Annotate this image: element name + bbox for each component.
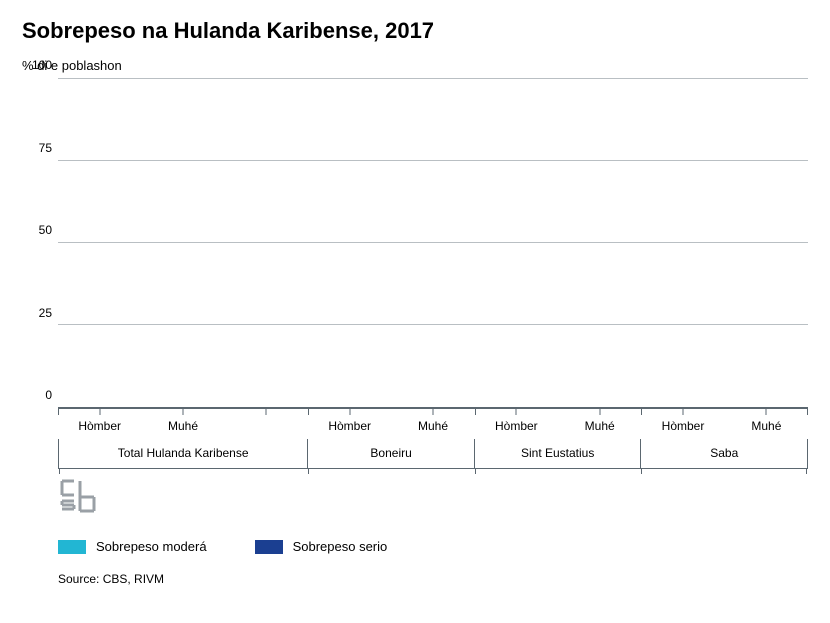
x-tick: Hòmber [641,409,724,439]
x-tick: Muhé [558,409,641,439]
group-label: Boneiru [307,439,474,468]
x-tick: Muhé [141,409,224,439]
group-label: Saba [640,439,808,468]
x-tick: Muhé [391,409,474,439]
legend-swatch [58,540,86,554]
x-tick: Hòmber [58,409,141,439]
legend-item: Sobrepeso moderá [58,539,207,554]
gridline [58,160,808,161]
y-tick-label: 0 [45,388,52,402]
bar-group [58,79,308,407]
x-tick-group: HòmberMuhé [308,409,475,439]
group-label: Total Hulanda Karibense [58,439,307,468]
group-label: Sint Eustatius [474,439,641,468]
legend-label: Sobrepeso moderá [96,539,207,554]
y-axis: 0255075100 [22,79,58,409]
x-tick-group: HòmberMuhé [641,409,808,439]
bar-group [641,79,808,407]
legend-swatch [255,540,283,554]
source-line: Source: CBS, RIVM [58,572,808,586]
x-tick-group: HòmberMuhé [475,409,642,439]
y-tick-label: 25 [39,306,52,320]
y-tick-label: 75 [39,141,52,155]
legend-item: Sobrepeso serio [255,539,388,554]
x-tick: Hòmber [475,409,558,439]
y-tick-label: 100 [32,58,52,72]
x-tick: Muhé [725,409,808,439]
legend: Sobrepeso moderá Sobrepeso serio [58,539,808,554]
chart-title: Sobrepeso na Hulanda Karibense, 2017 [22,18,808,44]
plot-area [58,79,808,409]
cbs-logo [58,477,102,515]
legend-label: Sobrepeso serio [293,539,388,554]
y-axis-label: % di e poblashon [22,58,808,73]
bar-group [308,79,475,407]
x-axis-inner: HòmberMuhéHòmberMuhéHòmberMuhéHòmberMuhé [58,409,808,439]
chart-area: 0255075100 HòmberMuhéHòmberMuhéHòmberMuh… [22,79,808,439]
bar-group [475,79,642,407]
x-tick: Hòmber [308,409,391,439]
x-axis-groups: Total Hulanda KaribenseBoneiruSint Eusta… [58,439,808,469]
gridline [58,324,808,325]
gridline [58,242,808,243]
x-tick [225,409,308,439]
y-tick-label: 50 [39,223,52,237]
gridline [58,78,808,79]
x-tick-group: HòmberMuhé [58,409,308,439]
